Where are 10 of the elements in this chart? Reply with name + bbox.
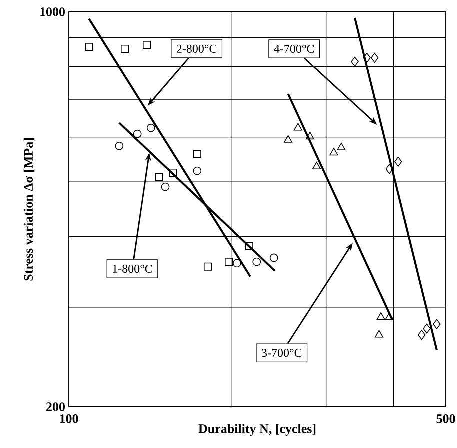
y-tick-label: 200	[46, 402, 65, 412]
y-axis-title: Stress variation Δσ [MPa]	[24, 138, 35, 281]
annotation: 4-700°C	[274, 44, 314, 54]
annotation: 1-800°C	[113, 264, 152, 274]
x-axis-title: Durability N, [cycles]	[198, 424, 316, 436]
y-tick-label: 1000	[40, 8, 65, 16]
annotation: 3-700°C	[262, 349, 302, 358]
annotation: 2-800°C	[176, 44, 217, 53]
x-tick-label: 100	[60, 414, 78, 424]
x-tick-label: 500	[436, 414, 456, 424]
